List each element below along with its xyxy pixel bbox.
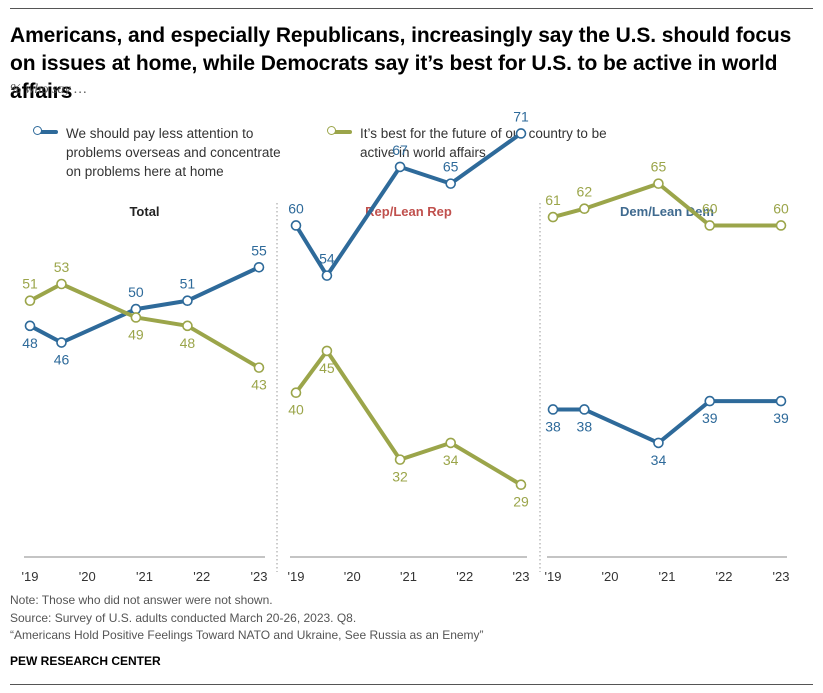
tick-label-dem-lean-dem-3: '22 [716,569,733,584]
legend-dot-home [33,126,42,135]
data-label-dem-lean-dem-world-3: 60 [702,200,718,216]
data-point-rep-lean-rep-world-1 [321,345,333,357]
data-point-total-world-4 [253,362,265,373]
data-point-total-home-4 [253,261,265,273]
notes: Note: Those who did not answer were not … [10,592,484,645]
data-label-dem-lean-dem-home-3: 39 [702,410,718,426]
source-text: Source: Survey of U.S. adults conducted … [10,610,357,625]
data-label-rep-lean-rep-world-0: 40 [288,402,304,418]
data-point-dem-lean-dem-home-1 [579,404,590,415]
data-point-rep-lean-rep-world-4 [515,479,527,491]
tick-label-rep-lean-rep-2: '21 [400,569,417,584]
data-point-rep-lean-rep-home-0 [290,220,302,231]
data-label-dem-lean-dem-world-0: 61 [545,192,561,208]
data-label-total-home-3: 51 [180,276,196,292]
data-label-rep-lean-rep-home-3: 65 [443,159,459,175]
data-point-rep-lean-rep-world-0 [290,387,302,399]
data-point-rep-lean-rep-home-2 [394,161,406,173]
data-point-rep-lean-rep-world-3 [445,437,456,449]
data-point-rep-lean-rep-home-3 [445,178,456,189]
data-label-total-world-4: 43 [251,377,267,393]
data-label-dem-lean-dem-world-2: 65 [651,159,667,175]
data-point-dem-lean-dem-world-0 [547,211,559,223]
data-point-dem-lean-dem-world-1 [579,203,590,215]
data-point-total-world-2 [130,312,142,323]
legend-swatch-home [36,130,58,134]
legend-label-home: We should pay less attention to problems… [66,126,281,179]
data-label-rep-lean-rep-home-1: 54 [319,251,335,267]
data-label-total-home-1: 46 [54,352,70,368]
data-point-dem-lean-dem-home-3 [704,395,716,407]
note-text: Note: Those who did not answer were not … [10,593,273,607]
data-label-rep-lean-rep-world-4: 29 [513,494,529,510]
tick-label-total-3: '22 [193,569,210,584]
data-label-total-home-2: 50 [128,284,144,300]
top-rule [10,8,813,9]
report-title: “Americans Hold Positive Feelings Toward… [10,628,484,642]
data-label-total-world-3: 48 [180,335,196,351]
panel-title-total: Total [129,204,159,219]
tick-label-dem-lean-dem-4: '23 [773,569,790,584]
tick-label-dem-lean-dem-1: '20 [602,569,619,584]
org-name: PEW RESEARCH CENTER [10,654,161,668]
data-label-dem-lean-dem-world-4: 60 [773,200,789,216]
data-point-rep-lean-rep-home-1 [321,270,333,281]
chart-title: Americans, and especially Republicans, i… [10,24,792,103]
data-point-total-home-1 [56,337,67,348]
data-point-dem-lean-dem-world-4 [775,220,787,231]
data-label-total-world-2: 49 [128,326,144,342]
data-point-total-world-3 [182,320,193,332]
data-point-rep-lean-rep-home-4 [515,128,527,139]
data-label-rep-lean-rep-home-2: 67 [392,142,408,158]
legend-swatch-world [330,130,352,134]
data-label-dem-lean-dem-world-1: 62 [577,184,593,200]
data-label-dem-lean-dem-home-4: 39 [773,410,789,426]
tick-label-rep-lean-rep-0: '19 [288,569,305,584]
tick-label-dem-lean-dem-0: '19 [545,569,562,584]
data-label-dem-lean-dem-home-2: 34 [651,452,667,468]
tick-label-total-0: '19 [22,569,39,584]
panel-title-rep-lean-rep: Rep/Lean Rep [365,204,452,219]
data-point-dem-lean-dem-world-2 [653,178,664,189]
series-line-total-home [28,265,261,345]
bottom-rule [10,684,813,685]
data-label-total-world-1: 53 [54,259,70,275]
data-point-total-world-0 [24,295,36,307]
data-label-rep-lean-rep-world-1: 45 [319,360,335,376]
data-label-rep-lean-rep-home-0: 60 [288,200,304,216]
data-label-dem-lean-dem-home-1: 38 [577,418,593,434]
data-point-rep-lean-rep-world-2 [394,454,406,465]
chart-subtitle: % who say … [10,82,87,97]
data-label-rep-lean-rep-world-2: 32 [392,469,408,485]
tick-label-total-4: '23 [251,569,268,584]
data-point-dem-lean-dem-world-3 [704,220,716,231]
data-label-total-home-0: 48 [22,335,38,351]
tick-label-dem-lean-dem-2: '21 [659,569,676,584]
data-label-rep-lean-rep-world-3: 34 [443,452,459,468]
data-point-total-home-3 [182,295,193,307]
data-point-dem-lean-dem-home-0 [547,404,559,415]
legend-dot-world [327,126,336,135]
data-label-dem-lean-dem-home-0: 38 [545,418,561,434]
tick-label-rep-lean-rep-1: '20 [344,569,361,584]
data-point-dem-lean-dem-home-2 [653,437,664,449]
tick-label-total-2: '21 [136,569,153,584]
tick-label-rep-lean-rep-4: '23 [513,569,530,584]
data-point-total-world-1 [56,278,67,290]
legend-label-world: It’s best for the future of our country … [360,126,607,160]
data-label-total-home-4: 55 [251,242,267,258]
tick-label-rep-lean-rep-3: '22 [456,569,473,584]
tick-label-total-1: '20 [79,569,96,584]
data-label-total-world-0: 51 [22,276,38,292]
data-label-rep-lean-rep-home-4: 71 [513,108,529,124]
data-point-total-home-0 [24,320,36,332]
data-point-dem-lean-dem-home-4 [775,395,787,407]
